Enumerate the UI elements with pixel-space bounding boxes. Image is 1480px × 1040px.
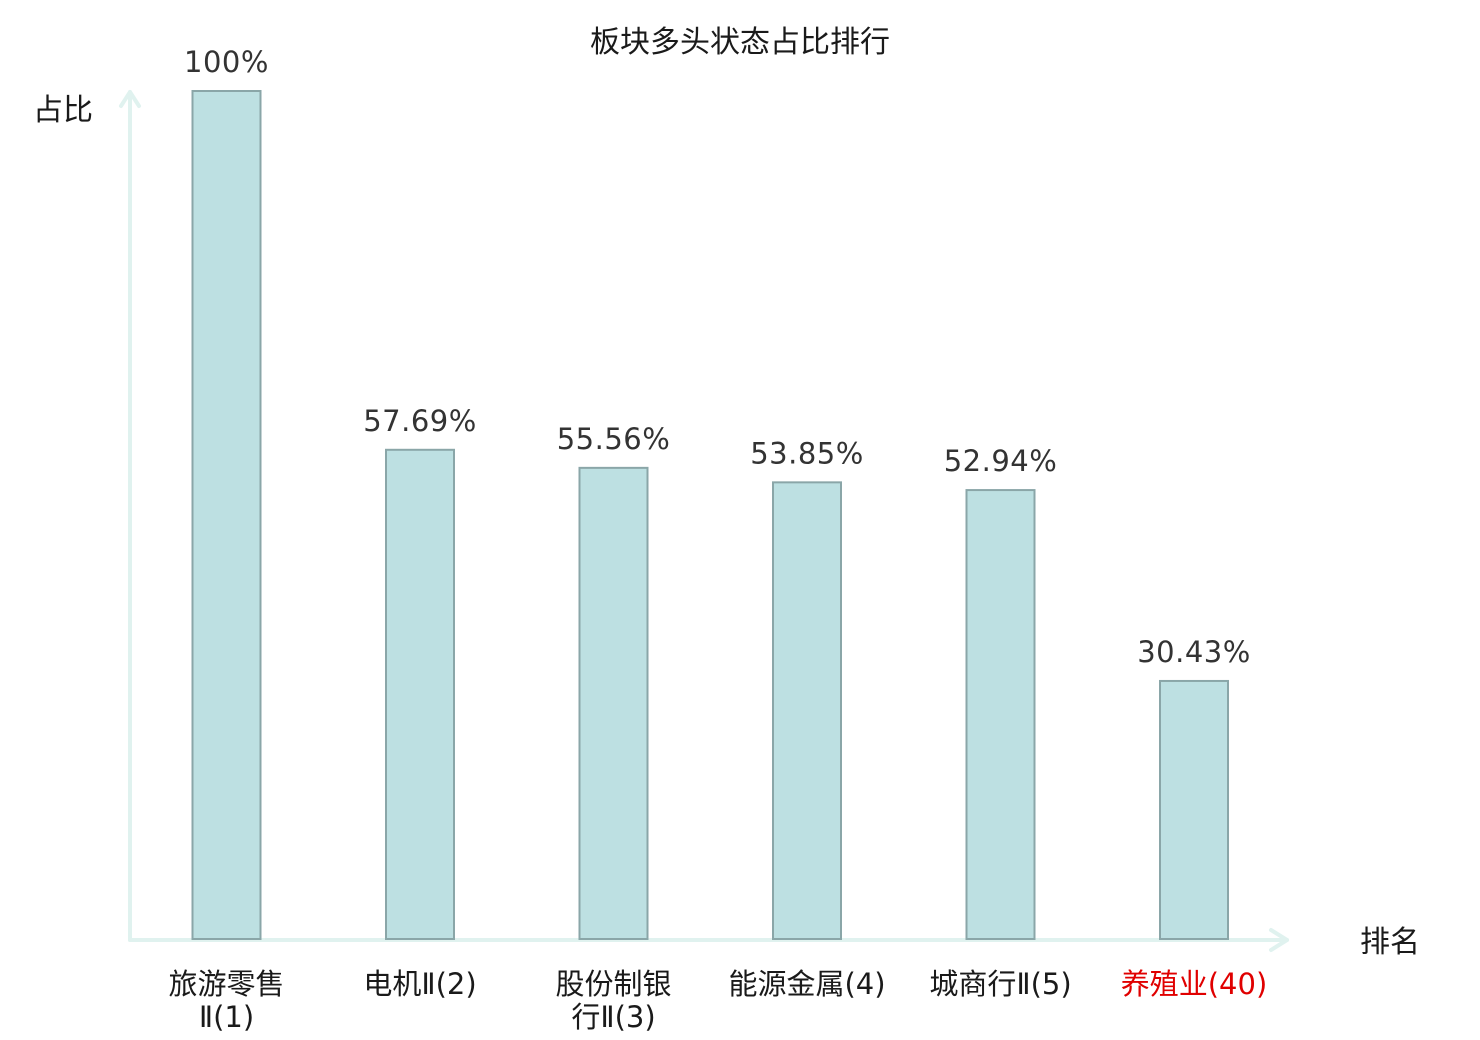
bar-2	[385, 448, 455, 940]
category-label-line: 行Ⅱ(3)	[571, 1000, 655, 1034]
category-label-6: 养殖业(40)	[1121, 967, 1268, 1001]
y-axis-label: 占比	[33, 93, 93, 128]
x-axis-arrowhead	[1269, 928, 1289, 952]
bar-1	[191, 90, 262, 940]
bar-5	[965, 489, 1036, 940]
category-label-line: 养殖业(40)	[1121, 967, 1268, 1001]
value-labels-group: 100% 57.69% 55.56% 53.85% 52.94% 30.43%	[184, 45, 1251, 669]
y-axis-arrowhead	[119, 90, 141, 108]
value-label-2: 57.69%	[363, 404, 477, 438]
category-labels-group: 旅游零售 Ⅱ(1) 电机Ⅱ(2) 股份制银行Ⅱ(3) 能源金属(4) 城商行Ⅱ(5) 养殖业…	[168, 967, 1267, 1034]
category-label-line: 旅游零售	[168, 967, 284, 1001]
axes	[119, 90, 1289, 952]
category-label-4: 能源金属(4)	[728, 967, 885, 1001]
bars-group	[191, 90, 1229, 940]
value-label-4: 53.85%	[750, 436, 864, 470]
bar-3	[578, 466, 649, 940]
category-label-line: 股份制银	[555, 967, 671, 1001]
value-label-6: 30.43%	[1137, 635, 1251, 669]
category-label-5: 城商行Ⅱ(5)	[929, 967, 1071, 1001]
value-label-1: 100%	[184, 45, 269, 79]
category-label-2: 电机Ⅱ(2)	[363, 967, 476, 1001]
value-label-3: 55.56%	[557, 422, 671, 456]
chart-title: 板块多头状态占比排行	[590, 25, 890, 60]
bar-4	[772, 481, 842, 940]
value-label-5: 52.94%	[944, 444, 1058, 478]
x-axis-label: 排名	[1360, 925, 1420, 960]
category-label-line: 城商行Ⅱ(5)	[929, 967, 1071, 1001]
category-label-3: 股份制银行Ⅱ(3)	[555, 967, 671, 1034]
category-label-1: 旅游零售 Ⅱ(1)	[168, 967, 284, 1034]
category-label-line: 电机Ⅱ(2)	[363, 967, 476, 1001]
category-label-line: Ⅱ(1)	[199, 1000, 254, 1034]
category-label-line: 能源金属(4)	[728, 967, 885, 1001]
bar-6	[1159, 679, 1229, 940]
